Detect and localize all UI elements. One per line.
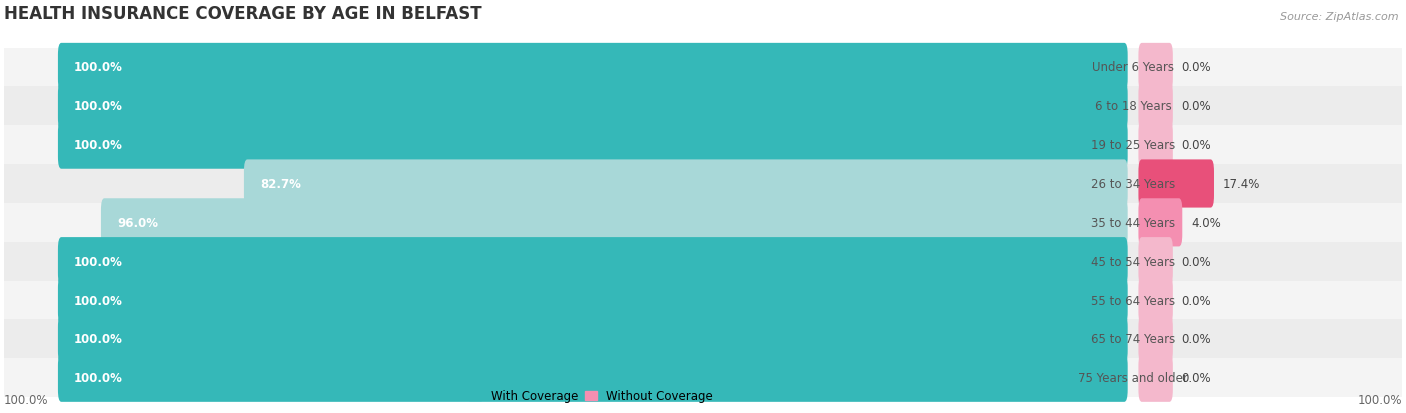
Text: 96.0%: 96.0% — [117, 216, 157, 229]
Text: 4.0%: 4.0% — [1191, 216, 1220, 229]
FancyBboxPatch shape — [58, 121, 1128, 169]
FancyBboxPatch shape — [243, 160, 1128, 208]
Text: 100.0%: 100.0% — [4, 393, 49, 406]
Text: HEALTH INSURANCE COVERAGE BY AGE IN BELFAST: HEALTH INSURANCE COVERAGE BY AGE IN BELF… — [4, 5, 482, 23]
Text: 100.0%: 100.0% — [75, 294, 122, 307]
Text: 0.0%: 0.0% — [1181, 332, 1211, 346]
Text: 100.0%: 100.0% — [75, 61, 122, 74]
Text: 100.0%: 100.0% — [75, 255, 122, 268]
Text: 0.0%: 0.0% — [1181, 294, 1211, 307]
Text: Under 6 Years: Under 6 Years — [1092, 61, 1174, 74]
Text: 0.0%: 0.0% — [1181, 100, 1211, 113]
Text: 45 to 54 Years: 45 to 54 Years — [1091, 255, 1175, 268]
FancyBboxPatch shape — [1139, 44, 1173, 92]
Text: Source: ZipAtlas.com: Source: ZipAtlas.com — [1281, 12, 1399, 22]
FancyBboxPatch shape — [1139, 237, 1173, 286]
Text: 100.0%: 100.0% — [75, 100, 122, 113]
FancyBboxPatch shape — [1139, 354, 1173, 402]
FancyBboxPatch shape — [1139, 121, 1173, 169]
Text: 100.0%: 100.0% — [75, 371, 122, 385]
FancyBboxPatch shape — [58, 83, 1128, 131]
Text: 0.0%: 0.0% — [1181, 255, 1211, 268]
Text: 19 to 25 Years: 19 to 25 Years — [1091, 139, 1175, 152]
Bar — [4, 87, 1402, 126]
Text: 6 to 18 Years: 6 to 18 Years — [1095, 100, 1171, 113]
FancyBboxPatch shape — [58, 354, 1128, 402]
FancyBboxPatch shape — [58, 276, 1128, 324]
Text: 75 Years and older: 75 Years and older — [1078, 371, 1188, 385]
FancyBboxPatch shape — [1139, 160, 1213, 208]
Text: 55 to 64 Years: 55 to 64 Years — [1091, 294, 1175, 307]
FancyBboxPatch shape — [1139, 315, 1173, 363]
FancyBboxPatch shape — [1139, 199, 1182, 247]
Bar — [4, 126, 1402, 165]
FancyBboxPatch shape — [58, 44, 1128, 92]
Bar — [4, 358, 1402, 397]
Text: 100.0%: 100.0% — [75, 139, 122, 152]
Text: 65 to 74 Years: 65 to 74 Years — [1091, 332, 1175, 346]
Bar — [4, 48, 1402, 87]
Text: 26 to 34 Years: 26 to 34 Years — [1091, 178, 1175, 190]
Text: 100.0%: 100.0% — [75, 332, 122, 346]
FancyBboxPatch shape — [1139, 276, 1173, 324]
Text: 17.4%: 17.4% — [1223, 178, 1260, 190]
Bar — [4, 281, 1402, 320]
Legend: With Coverage, Without Coverage: With Coverage, Without Coverage — [464, 385, 718, 407]
Bar — [4, 242, 1402, 281]
FancyBboxPatch shape — [101, 199, 1128, 247]
FancyBboxPatch shape — [58, 315, 1128, 363]
Bar — [4, 204, 1402, 242]
Text: 100.0%: 100.0% — [1357, 393, 1402, 406]
FancyBboxPatch shape — [58, 237, 1128, 286]
Text: 82.7%: 82.7% — [260, 178, 301, 190]
Text: 0.0%: 0.0% — [1181, 371, 1211, 385]
Text: 0.0%: 0.0% — [1181, 139, 1211, 152]
Text: 0.0%: 0.0% — [1181, 61, 1211, 74]
Bar — [4, 320, 1402, 358]
Text: 35 to 44 Years: 35 to 44 Years — [1091, 216, 1175, 229]
Bar — [4, 165, 1402, 204]
FancyBboxPatch shape — [1139, 83, 1173, 131]
